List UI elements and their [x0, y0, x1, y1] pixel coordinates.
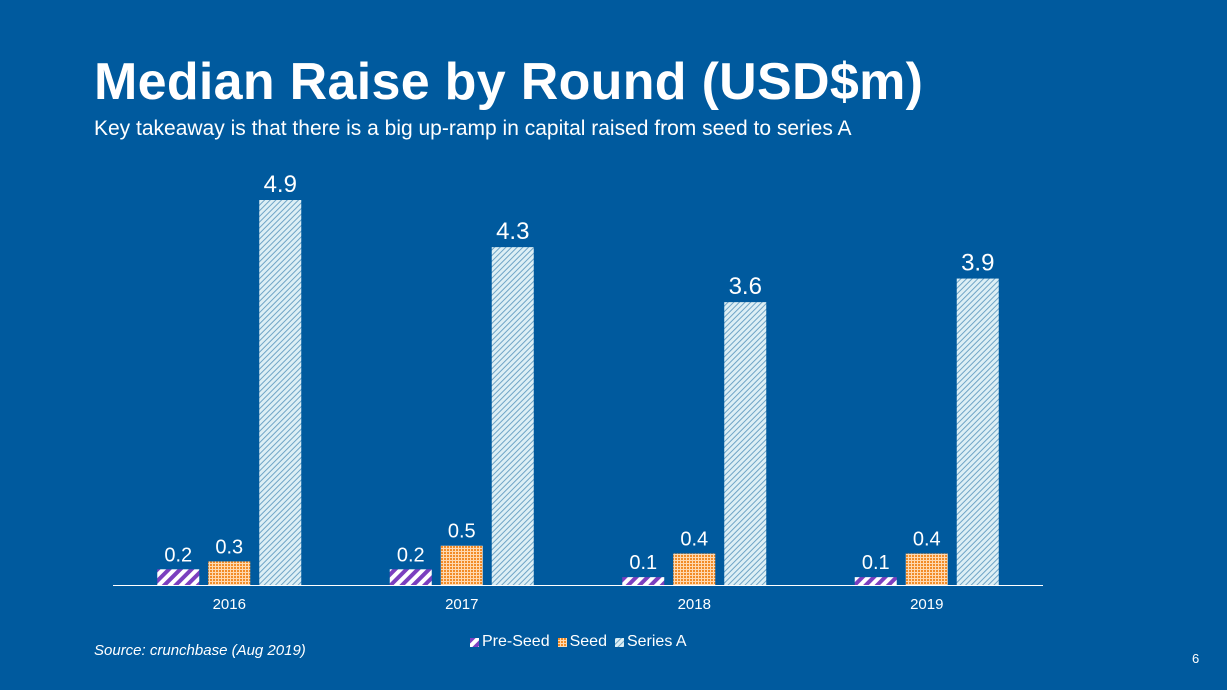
- bar-series-a-2017: [491, 247, 534, 585]
- page-number: 6: [1192, 651, 1200, 666]
- legend-swatch-pre-seed: [470, 637, 479, 647]
- x-tick-label-2019: 2019: [910, 596, 943, 613]
- bar-series-a-2019: [956, 278, 999, 585]
- legend-item-pre-seed: Pre-Seed: [470, 633, 550, 651]
- data-label-series-a-2018: 3.6: [729, 273, 762, 300]
- legend-swatch-seed: [557, 637, 567, 647]
- x-tick-label-2016: 2016: [213, 596, 246, 613]
- data-label-seed-2018: 0.4: [680, 529, 708, 551]
- data-labels-layer: 0.2 0.3 4.9 0.2 0.5 4.3 0.1 0.4 3.6 0.1 0.4 3.9: [164, 171, 994, 574]
- bar-series-a-2016: [259, 200, 302, 585]
- data-label-pre-seed-2018: 0.1: [629, 552, 657, 574]
- bar-seed-2019: [905, 553, 948, 585]
- bar-pre-seed-2019: [854, 577, 897, 585]
- legend-item-series-a: Series A: [614, 633, 687, 651]
- data-label-pre-seed-2017: 0.2: [397, 544, 425, 566]
- data-label-pre-seed-2019: 0.1: [862, 552, 890, 574]
- legend-label-series-a: Series A: [626, 633, 687, 650]
- data-label-series-a-2016: 4.9: [264, 171, 297, 198]
- x-axis-ticks-layer: 2016 2017 2018 2019: [213, 596, 944, 613]
- data-label-series-a-2017: 4.3: [496, 218, 529, 245]
- bar-seed-2016: [208, 561, 251, 585]
- slide-title: Median Raise by Round (USD$m): [94, 53, 924, 111]
- data-label-series-a-2019: 3.9: [961, 250, 994, 277]
- legend-label-pre-seed: Pre-Seed: [482, 633, 550, 650]
- legend-swatch-series-a: [614, 637, 624, 647]
- bar-series-a-2018: [724, 302, 767, 585]
- bar-seed-2018: [673, 553, 716, 585]
- data-label-seed-2016: 0.3: [215, 536, 243, 558]
- x-tick-label-2017: 2017: [445, 596, 478, 613]
- bar-seed-2017: [440, 545, 483, 585]
- bar-pre-seed-2018: [622, 577, 665, 585]
- legend-label-seed: Seed: [569, 633, 607, 650]
- slide-subtitle: Key takeaway is that there is a big up-r…: [94, 117, 852, 140]
- source-note: Source: crunchbase (Aug 2019): [94, 642, 306, 659]
- bar-pre-seed-2017: [389, 569, 432, 585]
- data-label-seed-2017: 0.5: [448, 521, 476, 543]
- x-tick-label-2018: 2018: [678, 596, 711, 613]
- legend-item-seed: Seed: [557, 633, 607, 651]
- chart-legend: Pre-Seed Seed Series A: [470, 633, 687, 651]
- data-label-seed-2019: 0.4: [913, 529, 941, 551]
- bar-pre-seed-2016: [157, 569, 200, 585]
- bars-layer: [157, 200, 999, 585]
- data-label-pre-seed-2016: 0.2: [164, 544, 192, 566]
